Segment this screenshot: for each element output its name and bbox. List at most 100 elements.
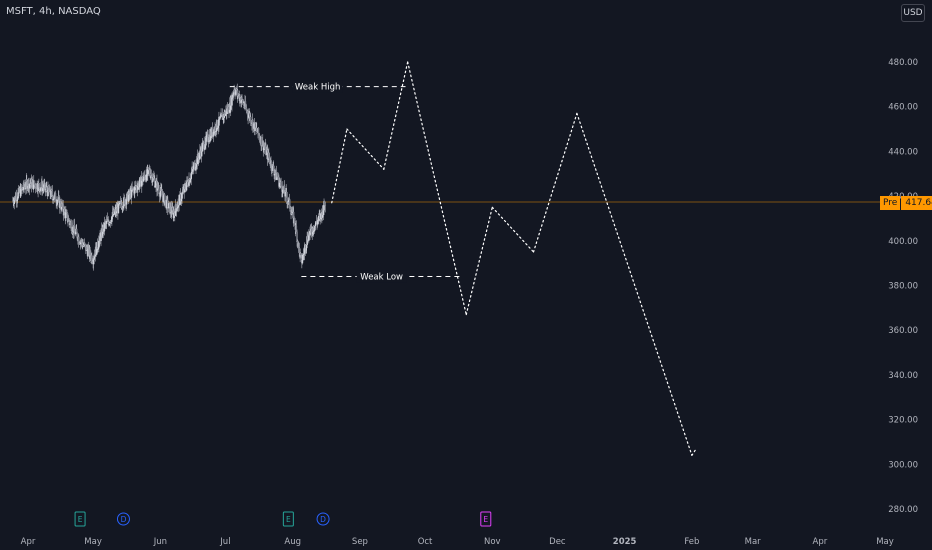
candle-body (315, 221, 318, 223)
candle-body (75, 228, 78, 233)
event-marker-letter: D (320, 515, 326, 524)
candle-body (300, 255, 303, 259)
candle-body (69, 222, 71, 225)
candle-body (174, 204, 177, 216)
candle-body (59, 201, 62, 208)
weak-low-label: Weak Low (360, 273, 403, 283)
candle-body (265, 145, 267, 156)
candle-body (53, 194, 56, 199)
time-tick-label: Aug (284, 537, 301, 547)
candle-body (122, 206, 125, 209)
time-tick-label: Dec (549, 537, 566, 547)
candle-body (170, 206, 172, 213)
candle-body (218, 116, 220, 126)
candle-body (298, 243, 301, 249)
candle-body (108, 223, 111, 225)
price-tick-label: 300.00 (888, 460, 918, 470)
event-marker-letter: E (78, 515, 83, 524)
candle-body (213, 129, 215, 136)
event-marker-letter: E (483, 515, 488, 524)
projection-segment (491, 206, 535, 253)
candle-body (137, 186, 139, 191)
candle-body (179, 194, 181, 206)
candle-body (117, 202, 120, 214)
candle-body (157, 183, 159, 189)
candle-body (290, 213, 293, 215)
candle-body (288, 199, 290, 203)
candle-body (38, 183, 41, 188)
candle-body (149, 169, 151, 175)
candle-body (87, 249, 89, 257)
candle-body (301, 254, 304, 260)
candle-body (52, 199, 55, 201)
currency-button[interactable]: USD (901, 4, 925, 22)
candle-body (281, 186, 284, 194)
price-axis[interactable]: 280.00 300.00 320.00 340.00 360.00 380.00 400.… (888, 58, 918, 515)
candle-body (199, 150, 202, 153)
candle-body (62, 203, 64, 212)
candle-body (287, 201, 290, 203)
projection-segment (407, 61, 467, 316)
candle-body (152, 177, 154, 181)
symbol-title[interactable]: MSFT, 4h, NASDAQ (6, 6, 101, 17)
candle-body (50, 189, 52, 197)
candle-body (196, 153, 199, 165)
candle-body (98, 234, 101, 241)
candle-body (262, 140, 265, 151)
candle-body (255, 128, 258, 132)
candle-body (232, 93, 235, 95)
candle-body (294, 218, 296, 225)
candle-body (247, 115, 250, 118)
candle-body (304, 245, 307, 251)
candle-body (108, 223, 111, 224)
projection-segment (331, 128, 348, 204)
candle-body (192, 167, 194, 169)
candle-body (159, 192, 162, 197)
candle-body (153, 179, 156, 188)
candle-body (104, 223, 106, 229)
candle-body (185, 185, 188, 191)
candle-body (216, 127, 219, 129)
candle-body (322, 210, 325, 216)
candle-body (126, 193, 128, 200)
candle-body (138, 183, 141, 188)
candle-body (118, 201, 121, 205)
candle-body (314, 224, 317, 226)
candle-body (51, 191, 54, 197)
candle-body (164, 201, 166, 206)
candle-body (190, 171, 193, 174)
candle-body (308, 233, 310, 241)
candle-body (132, 188, 134, 190)
time-tick-label: Oct (418, 537, 433, 547)
candle-body (25, 187, 27, 189)
candle-body (38, 183, 40, 184)
time-tick-label: Jun (153, 537, 167, 547)
weak-high-label-bg (292, 80, 343, 93)
weak-high-label: Weak High (295, 83, 341, 93)
candle-body (78, 236, 80, 243)
time-axis[interactable]: Apr May Jun Jul Aug Sep Oct Nov Dec 2025 Feb Mar Apr… (21, 537, 894, 547)
candle-body (157, 188, 160, 190)
candle-body (160, 190, 163, 196)
candle-body (281, 186, 283, 192)
candle-body (207, 134, 209, 142)
candle-body (194, 163, 196, 170)
candle-body (153, 177, 155, 179)
candle-body (228, 112, 230, 114)
candle-body (16, 198, 19, 200)
candle-body (303, 253, 305, 255)
candle-body (263, 146, 266, 148)
candle-body (97, 247, 100, 249)
candle-body (41, 182, 43, 192)
candle-body (100, 232, 102, 241)
candle-body (310, 228, 313, 233)
price-tick-label: 400.00 (888, 237, 918, 247)
candle-body (70, 222, 73, 232)
candle-body (317, 216, 320, 221)
candle-body (261, 145, 264, 147)
candle-body (310, 226, 312, 229)
candle-body (248, 113, 251, 120)
candle-body (197, 153, 199, 158)
